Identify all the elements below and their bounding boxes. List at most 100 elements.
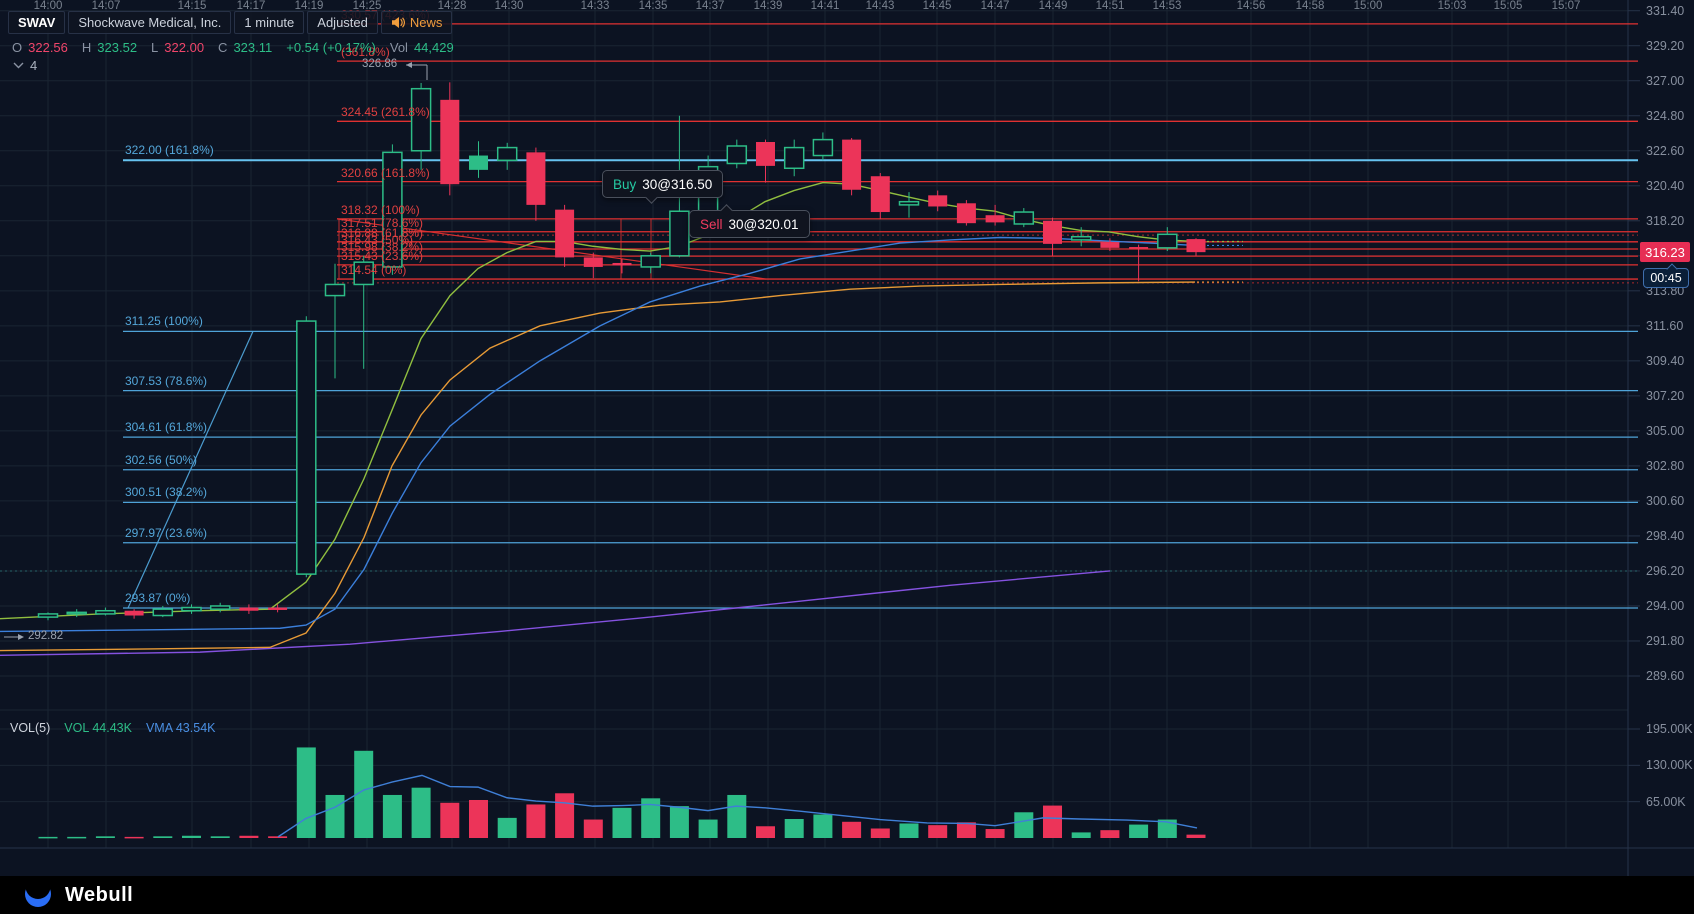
price-axis-label: 300.60 bbox=[1646, 493, 1685, 508]
time-axis-label: 14:56 bbox=[1236, 0, 1266, 12]
speaker-icon bbox=[391, 17, 405, 28]
adjusted-selector[interactable]: Adjusted bbox=[307, 11, 378, 34]
price-axis-label: 298.40 bbox=[1646, 528, 1685, 543]
webull-wordmark: Webull bbox=[65, 883, 134, 906]
sell-side-label: Sell bbox=[700, 216, 723, 232]
webull-logo: Webull bbox=[20, 880, 133, 910]
news-label: News bbox=[409, 15, 443, 30]
volume-ma: VMA 43.54K bbox=[145, 721, 216, 735]
price-axis-label: 307.20 bbox=[1646, 388, 1685, 403]
time-axis-label: 14:37 bbox=[695, 0, 725, 12]
high-label: H bbox=[81, 40, 92, 55]
fib-extension-label: 315.43 (23.6%) bbox=[341, 248, 424, 263]
time-axis-label: 14:39 bbox=[753, 0, 783, 12]
time-axis-label: 15:00 bbox=[1353, 0, 1383, 12]
fib-level-label: 322.00 (161.8%) bbox=[125, 143, 214, 158]
buy-order-flag[interactable]: Buy 30@316.50 bbox=[602, 170, 724, 198]
ohlc-readout: O 322.56 H 323.52 L 322.00 C 323.11 +0.54 (+… bbox=[12, 40, 454, 55]
low-value: 322.00 bbox=[164, 40, 205, 55]
price-axis-label: 289.60 bbox=[1646, 668, 1685, 683]
price-axis-label: 320.40 bbox=[1646, 178, 1685, 193]
price-axis-label: 302.80 bbox=[1646, 458, 1685, 473]
chart-toolbar: SWAV Shockwave Medical, Inc. 1 minute Ad… bbox=[8, 11, 453, 34]
time-axis-label: 14:49 bbox=[1038, 0, 1068, 12]
close-value: 323.11 bbox=[233, 40, 273, 55]
symbol-box[interactable]: SWAV bbox=[8, 11, 66, 34]
fib-level-label: 302.56 (50%) bbox=[125, 452, 198, 467]
price-axis-label: 327.00 bbox=[1646, 73, 1685, 88]
volume-value: 44,429 bbox=[413, 40, 454, 55]
fib-level-label: 293.87 (0%) bbox=[125, 591, 191, 606]
symbol-label: SWAV bbox=[18, 15, 56, 30]
close-label: C bbox=[218, 40, 228, 55]
indicator-count: 4 bbox=[30, 58, 38, 73]
fib-extension-label: 314.54 (0%) bbox=[341, 263, 407, 278]
volume-axis-label: 130.00K bbox=[1646, 758, 1693, 773]
vma-line bbox=[277, 774, 1198, 838]
low-label: L bbox=[151, 40, 159, 55]
volume-label: Vol bbox=[389, 40, 408, 55]
fib-extension-label: (361.8%) bbox=[341, 45, 390, 60]
volume-current: VOL 44.43K bbox=[64, 721, 132, 735]
fib-extension-label: 320.66 (161.8%) bbox=[341, 165, 430, 180]
ma-blue bbox=[0, 236, 1196, 633]
buy-side-label: Buy bbox=[613, 176, 637, 192]
price-axis-label: 291.80 bbox=[1646, 633, 1685, 648]
chart-canvas[interactable] bbox=[0, 0, 1694, 876]
buy-order-text: 30@316.50 bbox=[642, 176, 713, 192]
time-axis-label: 14:53 bbox=[1152, 0, 1182, 12]
price-axis-label: 329.20 bbox=[1646, 38, 1685, 53]
time-axis-label: 14:45 bbox=[922, 0, 952, 12]
time-axis-label: 14:00 bbox=[33, 0, 63, 12]
fib-extension-label: 316.88 (61.8%) bbox=[341, 225, 424, 240]
fib-extension-label: 316.43 (50%) bbox=[341, 232, 414, 247]
company-box[interactable]: Shockwave Medical, Inc. bbox=[68, 11, 232, 34]
fib-extension-label: 315.98 (38.2%) bbox=[341, 240, 424, 255]
time-axis-label: 14:58 bbox=[1295, 0, 1325, 12]
webull-crescent-icon bbox=[25, 880, 51, 907]
volume-indicator-header[interactable]: VOL(5) VOL 44.43K VMA 43.54K bbox=[10, 721, 215, 735]
price-axis-label: 324.80 bbox=[1646, 108, 1685, 123]
time-axis-label: 14:19 bbox=[294, 0, 324, 12]
fib-level-label: 307.53 (78.6%) bbox=[125, 373, 208, 388]
price-axis-label: 309.40 bbox=[1646, 353, 1685, 368]
time-axis-label: 14:33 bbox=[580, 0, 610, 12]
fib-extension-label: 318.32 (100%) bbox=[341, 202, 420, 217]
ma-orange bbox=[0, 281, 1196, 652]
high-price-marker: 326.86 bbox=[362, 58, 398, 70]
open-value: 322.56 bbox=[28, 40, 68, 55]
volume-indicator-title: VOL(5) bbox=[10, 721, 51, 735]
time-axis-label: 15:07 bbox=[1551, 0, 1581, 12]
time-axis-label: 14:28 bbox=[437, 0, 467, 12]
time-axis-label: 15:03 bbox=[1437, 0, 1467, 12]
time-axis-label: 14:35 bbox=[638, 0, 668, 12]
price-axis-label: 322.60 bbox=[1646, 143, 1685, 158]
price-axis-label: 331.40 bbox=[1646, 3, 1685, 18]
interval-selector[interactable]: 1 minute bbox=[234, 11, 305, 34]
high-value: 323.52 bbox=[97, 40, 138, 55]
adjusted-label: Adjusted bbox=[317, 15, 368, 30]
time-axis-label: 14:51 bbox=[1095, 0, 1125, 12]
volume-axis-label: 65.00K bbox=[1646, 794, 1686, 809]
left-price-marker: 292.82 bbox=[28, 630, 64, 642]
last-price-badge: 316.23 bbox=[1640, 242, 1690, 262]
time-axis-label: 14:15 bbox=[177, 0, 207, 12]
sell-order-flag[interactable]: Sell 30@320.01 bbox=[689, 210, 810, 238]
news-button[interactable]: News bbox=[380, 11, 453, 34]
fib-extension-label: 324.45 (261.8%) bbox=[341, 105, 430, 120]
time-axis-label: 14:30 bbox=[494, 0, 524, 12]
indicator-collapse[interactable]: 4 bbox=[13, 58, 37, 73]
interval-label: 1 minute bbox=[244, 15, 295, 30]
time-axis-label: 14:25 bbox=[352, 0, 382, 12]
volume-axis-label: 195.00K bbox=[1646, 721, 1693, 736]
company-label: Shockwave Medical, Inc. bbox=[78, 15, 222, 30]
change-value: +0.54 (+0.17%) bbox=[286, 40, 376, 55]
time-axis-label: 14:47 bbox=[980, 0, 1010, 12]
ma-green bbox=[0, 181, 1196, 620]
fib-level-label: 297.97 (23.6%) bbox=[125, 525, 208, 540]
fib-level-label: 304.61 (61.8%) bbox=[125, 420, 208, 435]
time-axis-label: 14:41 bbox=[810, 0, 840, 12]
brand-bar: Webull bbox=[0, 876, 1694, 914]
time-axis-label: 15:05 bbox=[1493, 0, 1523, 12]
